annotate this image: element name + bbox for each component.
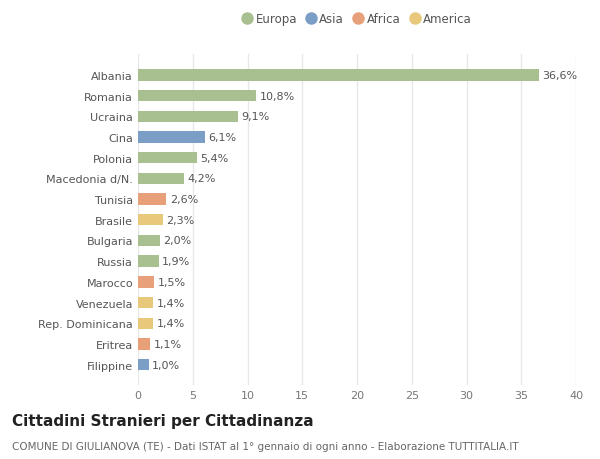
Text: 1,5%: 1,5% xyxy=(158,277,186,287)
Text: Cittadini Stranieri per Cittadinanza: Cittadini Stranieri per Cittadinanza xyxy=(12,413,314,428)
Text: 2,3%: 2,3% xyxy=(166,215,195,225)
Text: 2,0%: 2,0% xyxy=(163,236,191,246)
Bar xyxy=(138,91,256,102)
Bar xyxy=(138,277,154,288)
Bar xyxy=(138,112,238,123)
Text: 10,8%: 10,8% xyxy=(260,91,295,101)
Text: 6,1%: 6,1% xyxy=(208,133,236,143)
Text: 1,9%: 1,9% xyxy=(162,257,190,267)
Bar xyxy=(138,194,166,205)
Bar xyxy=(138,70,539,81)
Text: 1,1%: 1,1% xyxy=(154,339,181,349)
Bar xyxy=(138,215,163,226)
Bar xyxy=(138,132,205,143)
Text: 2,6%: 2,6% xyxy=(170,195,198,205)
Bar xyxy=(138,297,154,308)
Text: 1,0%: 1,0% xyxy=(152,360,181,370)
Bar xyxy=(138,359,149,370)
Text: 4,2%: 4,2% xyxy=(187,174,215,184)
Text: 9,1%: 9,1% xyxy=(241,112,269,122)
Text: 36,6%: 36,6% xyxy=(542,71,577,81)
Text: 1,4%: 1,4% xyxy=(157,298,185,308)
Text: 1,4%: 1,4% xyxy=(157,319,185,329)
Bar xyxy=(138,235,160,246)
Bar xyxy=(138,339,150,350)
Text: COMUNE DI GIULIANOVA (TE) - Dati ISTAT al 1° gennaio di ogni anno - Elaborazione: COMUNE DI GIULIANOVA (TE) - Dati ISTAT a… xyxy=(12,441,518,451)
Text: 5,4%: 5,4% xyxy=(200,153,229,163)
Bar xyxy=(138,174,184,185)
Legend: Europa, Asia, Africa, America: Europa, Asia, Africa, America xyxy=(238,8,476,30)
Bar xyxy=(138,153,197,164)
Bar xyxy=(138,318,154,329)
Bar xyxy=(138,256,159,267)
